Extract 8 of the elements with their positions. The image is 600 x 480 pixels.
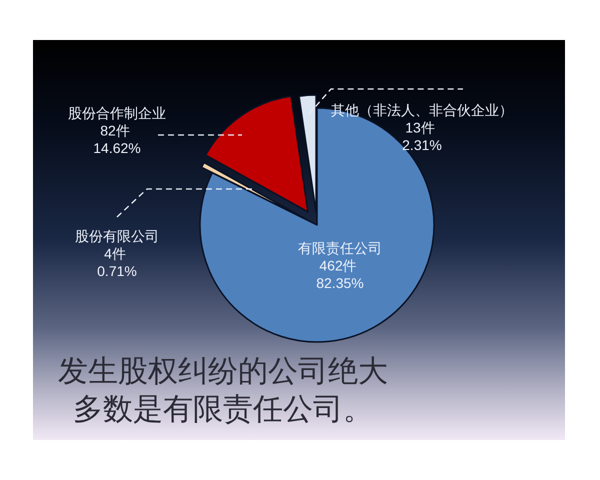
slice-label: 股份有限公司: [75, 228, 159, 244]
data-label: 462件 82.35%: [316, 258, 364, 291]
data-label: 13件 2.31%: [402, 120, 442, 153]
data-label: 82件 14.62%: [93, 122, 141, 156]
slice-label: 股份合作制企业: [68, 105, 166, 121]
slice-label: 有限责任公司: [298, 240, 382, 256]
text: 发生股权纠纷的公司绝大多数是有限责任公司。: [57, 353, 389, 429]
data-label: 4件 0.71%: [97, 246, 137, 279]
